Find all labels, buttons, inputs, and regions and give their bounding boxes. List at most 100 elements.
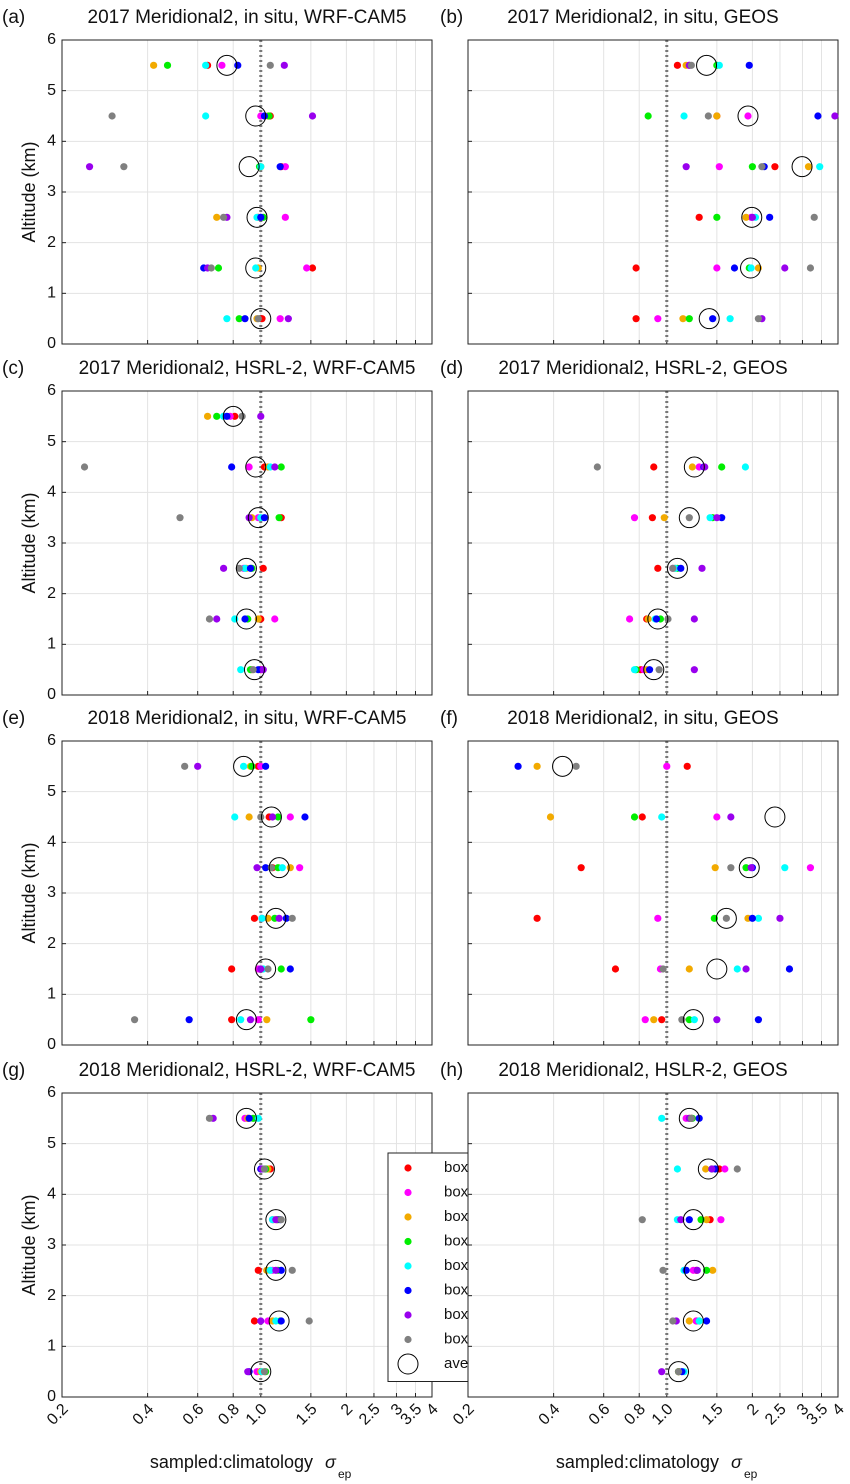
y-tick-label: 6 xyxy=(47,382,56,399)
point xyxy=(721,1165,729,1173)
point xyxy=(245,514,253,522)
average-marker xyxy=(682,1209,704,1231)
point xyxy=(713,213,721,221)
plot-frame xyxy=(467,39,839,345)
x-tick-label: 4 xyxy=(829,1401,847,1419)
x-tick-label: 0.8 xyxy=(215,1401,243,1429)
point xyxy=(715,61,723,69)
point xyxy=(727,864,735,872)
point xyxy=(234,61,242,69)
point xyxy=(748,213,756,221)
point xyxy=(632,315,640,323)
point xyxy=(259,564,267,572)
point xyxy=(245,463,253,471)
point xyxy=(715,163,723,171)
point xyxy=(246,564,255,572)
point xyxy=(709,315,717,323)
y-tick-label: 1 xyxy=(47,986,56,1003)
x-axis-subscript: ep xyxy=(744,1467,758,1481)
panel: (d) 2017 Meridional2, HSRL-2, GEOS xyxy=(440,358,839,696)
point xyxy=(632,264,640,272)
point xyxy=(678,1016,686,1024)
y-tick-label: 4 xyxy=(47,484,56,501)
panel-label: (b) xyxy=(440,7,463,28)
average-marker xyxy=(235,1009,257,1031)
point xyxy=(176,514,184,522)
point xyxy=(272,1317,280,1325)
panel: 0 1 2 3 4 5 6 (a) 2017 Meridional2, in situ, WRF… xyxy=(2,7,433,352)
point xyxy=(280,61,288,69)
point xyxy=(241,564,249,572)
point xyxy=(241,615,249,623)
y-tick-label: 3 xyxy=(47,183,56,200)
point xyxy=(683,762,691,770)
point xyxy=(781,864,789,872)
point xyxy=(744,112,752,120)
y-axis-label: Altitude (km) xyxy=(19,492,39,593)
point xyxy=(271,463,279,471)
point xyxy=(654,914,662,922)
point xyxy=(685,315,693,323)
point xyxy=(713,813,721,821)
panel-label: (c) xyxy=(2,358,24,379)
point xyxy=(163,61,172,69)
point xyxy=(281,213,289,221)
point xyxy=(806,864,815,872)
point xyxy=(754,315,763,323)
plot-frame xyxy=(467,740,839,1046)
chart-title: 2018 Meridional2, in situ, GEOS xyxy=(507,708,778,729)
point xyxy=(659,965,667,973)
point xyxy=(214,264,223,272)
average-marker xyxy=(741,206,763,228)
point xyxy=(281,163,289,171)
point xyxy=(717,1216,725,1224)
point xyxy=(713,1016,721,1024)
average-marker xyxy=(647,608,669,630)
point xyxy=(308,264,317,272)
average-marker xyxy=(250,1361,272,1383)
point xyxy=(702,1216,711,1224)
point xyxy=(235,315,243,323)
y-tick-label: 6 xyxy=(47,31,56,48)
average-marker xyxy=(233,755,255,777)
point xyxy=(726,315,734,323)
average-marker xyxy=(250,308,272,330)
y-tick-label: 0 xyxy=(47,1388,56,1405)
point xyxy=(181,762,189,770)
point xyxy=(713,112,721,120)
point xyxy=(239,762,248,770)
point xyxy=(702,1266,711,1274)
point xyxy=(263,1016,271,1024)
point xyxy=(257,1317,265,1325)
point xyxy=(776,914,784,922)
y-axis-label: Altitude (km) xyxy=(19,1194,39,1295)
point xyxy=(758,163,766,171)
point xyxy=(218,61,226,69)
point xyxy=(286,864,294,872)
legend-marker xyxy=(404,1164,412,1172)
panel-label: (h) xyxy=(440,1060,463,1081)
average-marker xyxy=(245,105,267,127)
point xyxy=(781,264,789,272)
point xyxy=(730,264,739,272)
point xyxy=(685,1317,693,1325)
point xyxy=(660,514,668,522)
average-marker xyxy=(265,1259,287,1281)
point xyxy=(257,213,265,221)
point xyxy=(244,1368,252,1376)
x-tick-label: 3.5 xyxy=(398,1401,426,1429)
point xyxy=(202,61,210,69)
point xyxy=(810,213,818,221)
average-marker xyxy=(246,206,268,228)
panel: 0 1 2 3 4 5 6 (e) 2018 Meridional2, in situ, WRF… xyxy=(2,708,433,1053)
point xyxy=(252,264,260,272)
point xyxy=(658,1368,666,1376)
legend-marker xyxy=(397,1353,419,1375)
point xyxy=(231,615,239,623)
point xyxy=(257,412,265,420)
point xyxy=(733,1165,741,1173)
x-tick-label: 0.8 xyxy=(621,1401,649,1429)
point xyxy=(741,463,750,471)
